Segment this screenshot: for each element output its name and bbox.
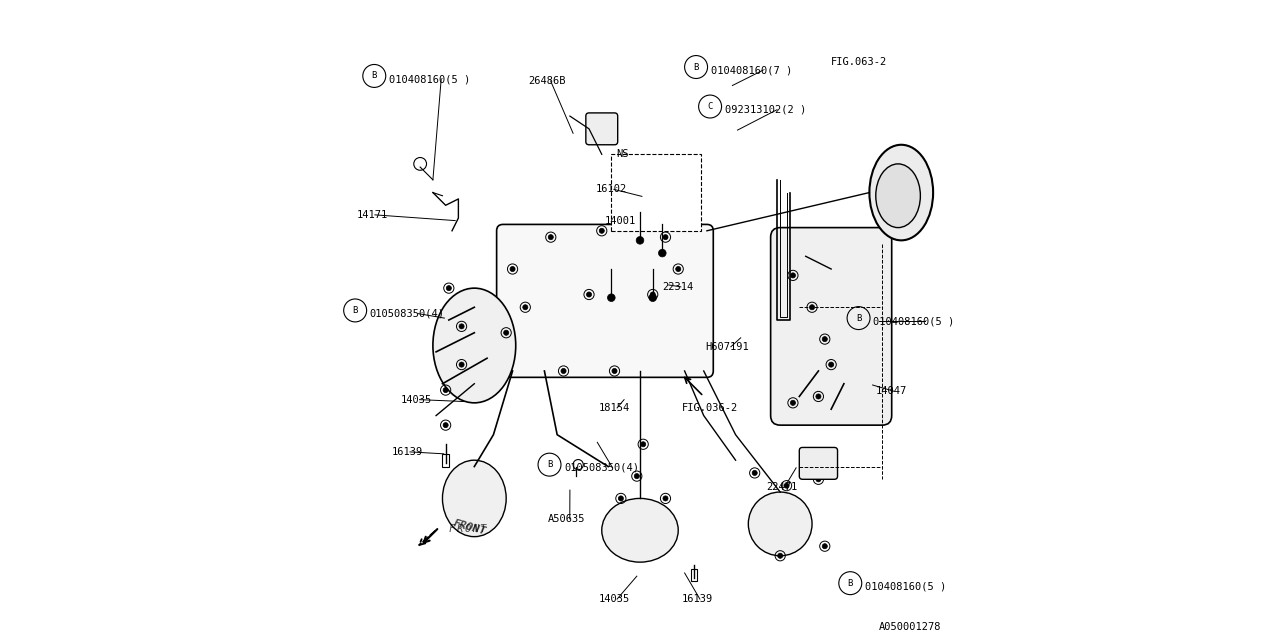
Circle shape [790, 273, 795, 278]
Circle shape [548, 235, 553, 240]
Circle shape [443, 388, 448, 393]
Text: N: N [472, 524, 479, 534]
Circle shape [809, 305, 814, 310]
Circle shape [753, 470, 758, 476]
Circle shape [612, 369, 617, 374]
Circle shape [663, 496, 668, 501]
Text: T: T [480, 524, 485, 534]
Circle shape [608, 294, 616, 301]
Text: A050001278: A050001278 [879, 622, 942, 632]
Circle shape [599, 228, 604, 234]
Circle shape [460, 324, 465, 329]
Circle shape [822, 337, 827, 342]
Text: FRONT: FRONT [452, 518, 488, 536]
Ellipse shape [433, 288, 516, 403]
Text: B: B [847, 579, 852, 588]
Text: 18154: 18154 [599, 403, 630, 413]
Text: 16139: 16139 [681, 594, 713, 604]
Circle shape [618, 496, 623, 501]
Circle shape [640, 442, 645, 447]
Ellipse shape [602, 499, 678, 562]
Text: 010408160(5 ): 010408160(5 ) [865, 581, 946, 591]
Circle shape [636, 237, 644, 244]
Circle shape [460, 362, 465, 367]
Text: 010408160(5 ): 010408160(5 ) [873, 316, 955, 326]
Text: 22471: 22471 [767, 482, 797, 492]
Text: 14035: 14035 [401, 395, 433, 404]
Text: 010408160(7 ): 010408160(7 ) [710, 65, 792, 76]
Circle shape [649, 294, 657, 301]
Circle shape [778, 553, 783, 558]
Circle shape [650, 292, 655, 297]
Text: R: R [457, 524, 463, 534]
Ellipse shape [876, 164, 920, 228]
Text: 010408160(5 ): 010408160(5 ) [389, 74, 470, 84]
Circle shape [443, 422, 448, 428]
Text: 16139: 16139 [392, 447, 422, 457]
Text: B: B [856, 314, 861, 323]
Text: A50635: A50635 [548, 514, 585, 524]
Circle shape [663, 235, 668, 240]
Circle shape [676, 266, 681, 271]
Text: F: F [449, 524, 456, 534]
Circle shape [828, 362, 833, 367]
Circle shape [815, 477, 820, 482]
Text: 14171: 14171 [356, 210, 388, 220]
Circle shape [561, 369, 566, 374]
Bar [443, 454, 449, 467]
Circle shape [635, 474, 640, 479]
Text: B: B [371, 72, 378, 81]
Text: 092313102(2 ): 092313102(2 ) [724, 105, 806, 115]
Text: C: C [708, 102, 713, 111]
Circle shape [509, 266, 515, 271]
Text: 16102: 16102 [595, 184, 627, 195]
Circle shape [785, 483, 788, 488]
Ellipse shape [749, 492, 812, 556]
FancyBboxPatch shape [771, 228, 892, 425]
Text: H607191: H607191 [705, 342, 749, 352]
Text: 14001: 14001 [605, 216, 636, 226]
Text: 010508350(4): 010508350(4) [370, 308, 445, 319]
Bar [612, 154, 700, 231]
FancyBboxPatch shape [799, 447, 837, 479]
Text: B: B [352, 306, 358, 315]
Circle shape [522, 305, 527, 310]
Circle shape [822, 543, 827, 548]
Text: FIG.036-2: FIG.036-2 [681, 403, 737, 413]
Bar [691, 568, 698, 581]
Circle shape [586, 292, 591, 297]
Text: FIG.063-2: FIG.063-2 [831, 57, 887, 67]
Text: 26486B: 26486B [529, 76, 566, 86]
Text: 22314: 22314 [662, 282, 694, 292]
Text: B: B [694, 63, 699, 72]
FancyBboxPatch shape [586, 113, 618, 145]
FancyBboxPatch shape [497, 225, 713, 378]
Circle shape [503, 330, 508, 335]
Text: B: B [547, 460, 552, 469]
Ellipse shape [869, 145, 933, 241]
Text: NS: NS [617, 149, 628, 159]
Text: O: O [465, 524, 471, 534]
Circle shape [790, 400, 795, 405]
Text: 14035: 14035 [599, 594, 630, 604]
Text: 14047: 14047 [876, 387, 908, 396]
Ellipse shape [443, 460, 506, 537]
Circle shape [447, 285, 452, 291]
Text: 010508350(4): 010508350(4) [564, 463, 639, 473]
Circle shape [815, 394, 820, 399]
Circle shape [658, 249, 666, 257]
